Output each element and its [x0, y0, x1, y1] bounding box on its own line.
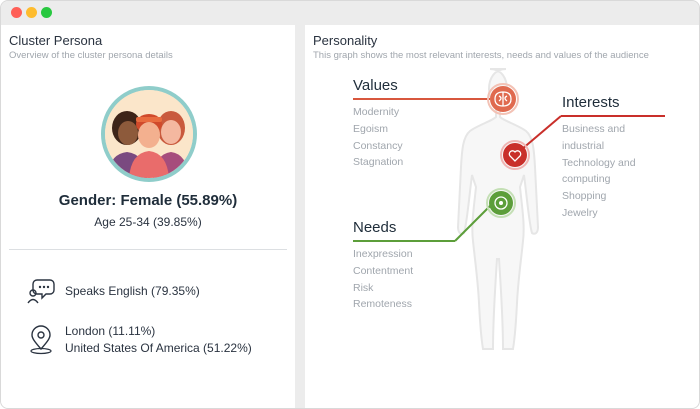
list-item: Egoism [353, 122, 389, 135]
list-item: Business and industrial [562, 123, 626, 152]
title-bar [1, 1, 699, 25]
location-row: London (11.11%) United States Of America… [26, 323, 252, 357]
location-text: London (11.11%) United States Of America… [65, 323, 252, 357]
divider [9, 249, 287, 250]
cluster-persona-panel: Cluster Persona Overview of the cluster … [1, 25, 295, 408]
interests-title: Interests [562, 94, 620, 111]
speech-bubble-icon [27, 279, 55, 304]
values-title: Values [353, 77, 398, 94]
panel-subtitle: This graph shows the most relevant inter… [313, 50, 649, 61]
heart-icon [500, 140, 530, 170]
interests-list: Business and industrial Technology and c… [562, 121, 652, 222]
values-list: Modernity Egoism Constancy Stagnation [353, 104, 403, 171]
target-icon [486, 188, 516, 218]
panel-title: Cluster Persona [9, 33, 103, 48]
location-pin-icon [30, 325, 52, 355]
location-city: London (11.11%) [65, 324, 156, 338]
close-window-button[interactable] [11, 7, 22, 18]
list-item: Remoteness [353, 298, 412, 311]
panel-title: Personality [313, 33, 378, 48]
panel-subtitle: Overview of the cluster persona details [9, 50, 173, 61]
list-item: Technology and computing [562, 156, 636, 186]
personality-connectors [353, 83, 665, 242]
language-text: Speaks English (79.35%) [65, 283, 200, 298]
location-country: United States Of America (51.22%) [65, 341, 252, 355]
minimize-window-button[interactable] [26, 7, 37, 18]
list-item: Risk [353, 281, 374, 294]
needs-list: Inexpression Contentment Risk Remoteness [353, 246, 413, 313]
list-item: Jewelry [562, 206, 598, 219]
brain-icon [487, 83, 519, 115]
personality-panel: Personality This graph shows the most re… [305, 25, 699, 408]
list-item: Stagnation [353, 156, 404, 169]
maximize-window-button[interactable] [41, 7, 52, 18]
age-stat: Age 25-34 (39.85%) [94, 215, 202, 229]
list-item: Modernity [353, 106, 400, 118]
list-item: Shopping [562, 190, 607, 203]
list-item: Constancy [353, 139, 403, 152]
gender-stat: Gender: Female (55.89%) [58, 192, 238, 209]
needs-title: Needs [353, 219, 397, 236]
persona-avatar [101, 86, 197, 182]
language-row: Speaks English (79.35%) [26, 276, 200, 306]
list-item: Inexpression [353, 248, 413, 260]
list-item: Contentment [353, 264, 414, 277]
